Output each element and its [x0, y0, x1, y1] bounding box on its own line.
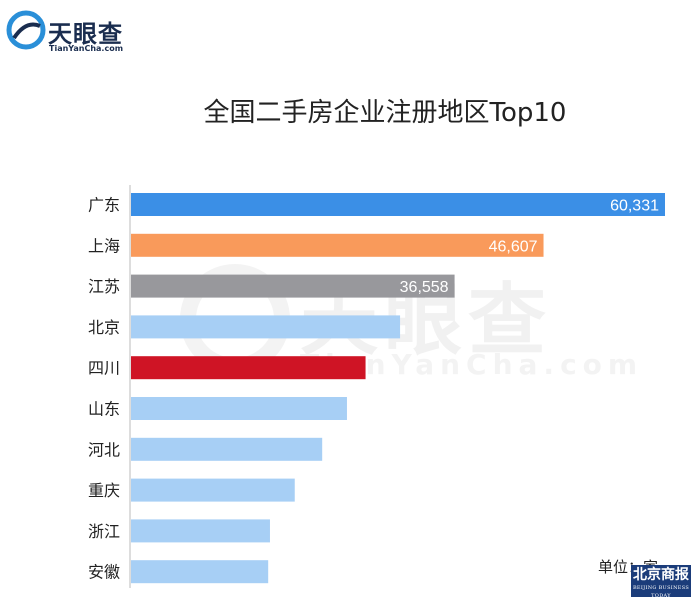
category-label-1: 广东 — [88, 196, 120, 215]
chart-title: 全国二手房企业注册地区Top10 — [203, 98, 567, 128]
category-label-4: 北京 — [88, 318, 120, 337]
logo-emblem-icon — [6, 10, 46, 50]
stamp-name: 北京商报 — [633, 567, 689, 583]
value-label-1: 60,331 — [610, 198, 659, 215]
value-label-3: 36,558 — [400, 279, 449, 296]
value-labels-group: 60,331 46,607 36,558 — [400, 198, 659, 297]
bar-10 — [131, 560, 269, 584]
logo-name: 天眼查 — [48, 20, 123, 48]
stamp-subtitle: BEIJING BUSINESS TODAY — [632, 585, 690, 597]
bar-2 — [131, 233, 544, 257]
bar-4 — [131, 315, 401, 339]
category-label-6: 山东 — [88, 400, 120, 419]
category-label-10: 安徽 — [88, 563, 120, 582]
bar-7 — [131, 437, 323, 461]
bar-1 — [131, 193, 665, 216]
category-label-7: 河北 — [88, 440, 120, 459]
bar-9 — [131, 519, 270, 543]
bar-5 — [131, 356, 366, 380]
value-label-2: 46,607 — [489, 238, 538, 255]
category-label-2: 上海 — [88, 236, 120, 255]
bar-3 — [131, 274, 455, 298]
category-label-8: 重庆 — [88, 481, 120, 500]
bar-6 — [131, 397, 347, 420]
logo-domain: TianYanCha.com — [49, 44, 124, 53]
category-label-3: 江苏 — [88, 277, 120, 296]
bars-group — [131, 193, 665, 584]
category-label-5: 四川 — [88, 359, 120, 378]
category-label-9: 浙江 — [88, 522, 120, 541]
beijing-business-today-logo: 北京商报 BEIJING BUSINESS TODAY — [631, 565, 691, 597]
tianyancha-logo: 天眼查 TianYanCha.com — [6, 8, 136, 53]
bar-8 — [131, 478, 295, 502]
